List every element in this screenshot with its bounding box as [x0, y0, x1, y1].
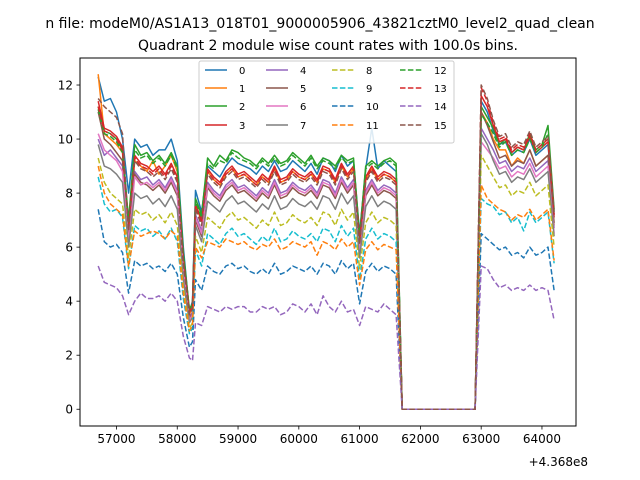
- legend-label-1: 1: [239, 84, 245, 95]
- series-8-line: [97, 154, 555, 410]
- legend-label-6: 6: [300, 102, 306, 113]
- x-tick-label: 57000: [97, 432, 135, 446]
- x-offset-label: +4.368e8: [529, 455, 588, 469]
- x-tick-label: 61000: [341, 432, 379, 446]
- x-tick-label: 62000: [401, 432, 439, 446]
- y-axis-ticks: 0 2 4 6 8 10 12: [58, 78, 80, 417]
- y-tick-label: 0: [65, 403, 73, 417]
- series-4-line: [97, 127, 555, 410]
- series-12-line: [97, 109, 555, 410]
- legend-label-12: 12: [434, 66, 447, 77]
- x-tick-label: 59000: [219, 432, 257, 446]
- y-tick-label: 6: [65, 240, 73, 254]
- x-tick-label: 58000: [158, 432, 196, 446]
- x-tick-label: 60000: [280, 432, 318, 446]
- series-layer: [97, 74, 555, 410]
- legend-label-5: 5: [300, 84, 306, 95]
- series-2-line: [97, 105, 555, 410]
- legend-label-13: 13: [434, 84, 447, 95]
- legend-frame: [198, 60, 455, 144]
- y-tick-label: 2: [65, 349, 73, 363]
- legend-label-14: 14: [434, 102, 447, 113]
- chart-title: Quadrant 2 module wise count rates with …: [138, 38, 518, 54]
- series-13-line: [97, 86, 555, 410]
- legend-label-9: 9: [366, 84, 372, 95]
- legend-label-0: 0: [239, 66, 245, 77]
- x-tick-label: 64000: [523, 432, 561, 446]
- series-14-line: [97, 265, 555, 410]
- series-9-line: [97, 176, 555, 410]
- plot-frame: [79, 57, 577, 427]
- legend-label-10: 10: [366, 102, 379, 113]
- legend-label-7: 7: [300, 121, 306, 132]
- series-5-line: [97, 111, 555, 410]
- series-7-line: [97, 132, 555, 410]
- series-11-line: [97, 165, 555, 410]
- legend-label-2: 2: [239, 102, 245, 113]
- series-10-line: [97, 209, 555, 410]
- series-6-line: [97, 133, 555, 410]
- legend-label-3: 3: [239, 121, 245, 132]
- series-0-line: [97, 76, 555, 410]
- y-tick-label: 12: [58, 78, 73, 92]
- x-axis-ticks: 57000 58000 59000 60000 61000 62000 63000 64000: [97, 426, 561, 446]
- y-tick-label: 10: [58, 132, 73, 146]
- legend-label-15: 15: [434, 121, 447, 132]
- y-tick-label: 8: [65, 186, 73, 200]
- series-15-line: [97, 84, 555, 410]
- legend-label-4: 4: [300, 66, 306, 77]
- legend-label-11: 11: [366, 121, 379, 132]
- legend-label-8: 8: [366, 66, 372, 77]
- x-tick-label: 63000: [462, 432, 500, 446]
- suptitle: n file: modeM0/AS1A13_018T01_9000005906_…: [45, 16, 594, 32]
- y-tick-label: 4: [65, 294, 73, 308]
- series-3-line: [97, 95, 555, 410]
